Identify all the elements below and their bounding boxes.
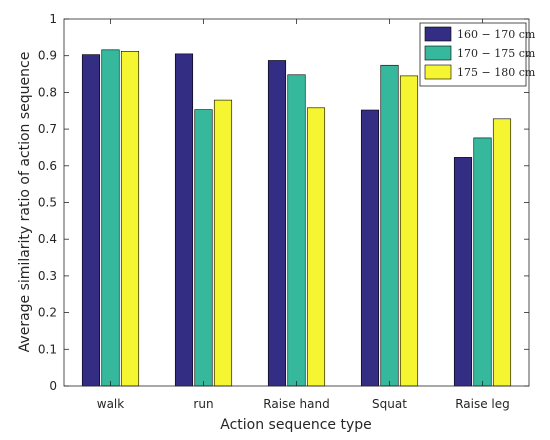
bar [492, 118, 512, 387]
bar [174, 53, 194, 387]
y-tick-label: 0.5 [38, 196, 57, 210]
y-tick-label: 0.8 [38, 85, 57, 99]
bar [453, 157, 473, 387]
y-tick-label: 0.6 [38, 159, 57, 173]
bars-layer [81, 49, 512, 387]
bar [267, 60, 287, 387]
legend-swatch [424, 45, 452, 61]
bar [81, 54, 101, 387]
legend-label: 175 − 180 cm [457, 66, 536, 79]
legend-swatch [424, 64, 452, 80]
bar [380, 64, 399, 387]
bar [306, 107, 326, 387]
x-axis-ticks: walk run Raise hand Squat Raise leg [97, 19, 510, 411]
y-tick-label: 0.1 [38, 342, 57, 356]
x-tick-label: Raise leg [455, 397, 510, 411]
bar [360, 109, 380, 387]
x-tick-label: Raise hand [263, 397, 329, 411]
y-tick-label: 0.9 [38, 49, 57, 63]
bar [213, 99, 233, 387]
y-tick-label: 0.3 [38, 269, 57, 283]
legend-label: 170 − 175 cm [457, 47, 536, 60]
x-tick-label: run [193, 397, 213, 411]
bar [194, 109, 213, 387]
y-tick-label: 0.2 [38, 306, 57, 320]
y-tick-label: 0.4 [38, 232, 57, 246]
legend: 160 − 170 cm 170 − 175 cm 175 − 180 cm [419, 22, 536, 87]
x-axis-label: Action sequence type [220, 417, 371, 433]
y-tick-label: 0 [49, 379, 57, 393]
x-tick-label: Squat [372, 397, 407, 411]
y-tick-label: 0.7 [38, 122, 57, 136]
legend-label: 160 − 170 cm [457, 28, 536, 41]
x-tick-label: walk [97, 397, 125, 411]
legend-swatch [424, 26, 452, 42]
y-axis-label: Average similarity ratio of action seque… [17, 52, 33, 353]
bar [473, 137, 492, 387]
bar [101, 49, 120, 387]
bar [120, 50, 140, 387]
bar [287, 74, 306, 387]
bar [399, 75, 419, 387]
y-tick-label: 1 [49, 12, 57, 26]
y-axis-ticks: 0 0.1 0.2 0.3 0.4 0.5 0.6 0.7 0.8 0.9 1 [38, 12, 529, 393]
